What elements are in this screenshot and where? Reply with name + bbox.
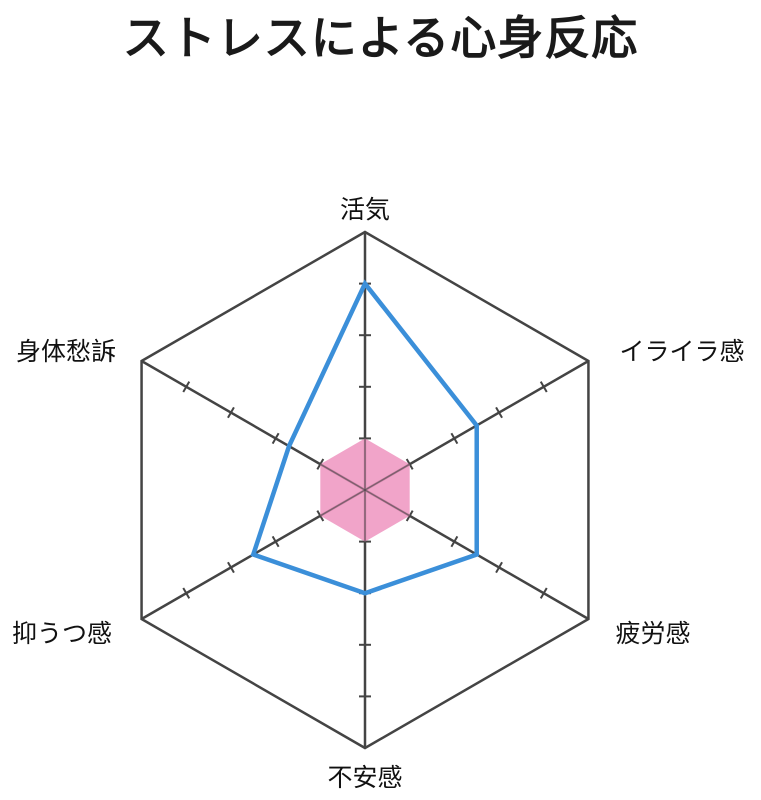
radar-spoke-overlay (311, 489, 366, 522)
radar-tick (227, 406, 235, 419)
radar-spoke-overlay (364, 489, 419, 522)
radar-tick (227, 561, 235, 574)
axis-label: 活気 (340, 195, 390, 224)
radar-tick (495, 406, 503, 419)
radar-tick (182, 381, 191, 393)
radar-tick (539, 587, 548, 599)
radar-tick (450, 432, 459, 445)
axis-label: 不安感 (327, 763, 402, 792)
radar-tick (450, 535, 459, 548)
radar-tick (271, 535, 280, 548)
radar-tick (182, 587, 191, 599)
radar-series-line (250, 279, 479, 596)
radar-tick (495, 561, 503, 574)
axis-label: 疲労感 (615, 619, 690, 648)
axis-label: イライラ感 (619, 337, 744, 366)
chart-title: ストレスによる心身反応 (122, 11, 639, 65)
radar-spoke-overlay (364, 458, 419, 491)
radar-series (250, 279, 479, 596)
axis-label: 身体愁訴 (16, 337, 116, 366)
axis-label: 抑うつ感 (12, 619, 112, 648)
radar-spoke-overlay (311, 458, 366, 491)
radar-tick (539, 381, 548, 393)
radar-tick (271, 432, 280, 445)
